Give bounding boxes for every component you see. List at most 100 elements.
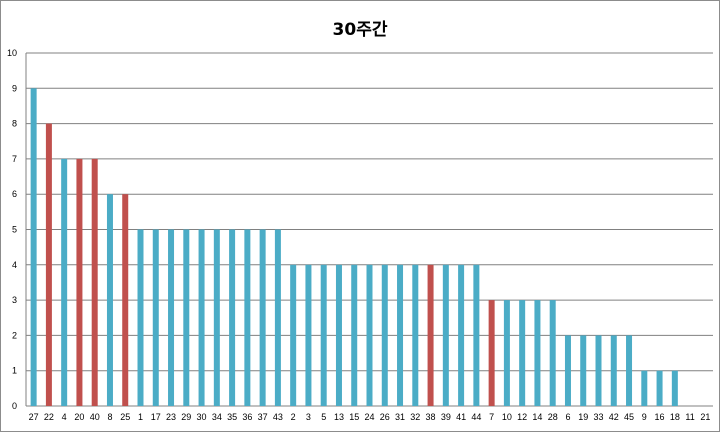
- x-tick-label: 29: [181, 412, 191, 422]
- bar-36: [244, 229, 251, 406]
- x-tick-label: 9: [642, 412, 647, 422]
- y-tick-label: 4: [12, 260, 17, 270]
- bar-7: [488, 300, 495, 406]
- bar-22: [45, 123, 52, 406]
- bar-8: [106, 194, 113, 406]
- bar-44: [473, 264, 480, 406]
- bar-5: [320, 264, 327, 406]
- x-tick-label: 13: [334, 412, 344, 422]
- bar-33: [595, 335, 602, 406]
- x-tick-label: 38: [426, 412, 436, 422]
- bar-29: [183, 229, 190, 406]
- bar-13: [335, 264, 342, 406]
- y-tick-label: 2: [12, 330, 17, 340]
- bar-16: [656, 370, 663, 406]
- x-tick-label: 2: [291, 412, 296, 422]
- bar-35: [229, 229, 236, 406]
- y-tick-label: 5: [12, 225, 17, 235]
- bar-31: [397, 264, 404, 406]
- y-tick-label: 0: [12, 401, 17, 411]
- bar-40: [91, 158, 98, 406]
- x-tick-label: 45: [624, 412, 634, 422]
- x-tick-label: 21: [700, 412, 710, 422]
- x-tick-label: 43: [273, 412, 283, 422]
- bar-6: [564, 335, 571, 406]
- bar-1: [137, 229, 144, 406]
- y-tick-label: 1: [12, 366, 17, 376]
- x-tick-label: 27: [29, 412, 39, 422]
- bar-45: [626, 335, 633, 406]
- bar-15: [351, 264, 358, 406]
- bar-42: [610, 335, 617, 406]
- x-tick-label: 26: [380, 412, 390, 422]
- bar-39: [442, 264, 449, 406]
- x-tick-label: 32: [410, 412, 420, 422]
- x-tick-label: 42: [609, 412, 619, 422]
- bar-41: [458, 264, 465, 406]
- x-tick-label: 1: [138, 412, 143, 422]
- bar-14: [534, 300, 541, 406]
- x-tick-label: 24: [364, 412, 374, 422]
- bar-19: [580, 335, 587, 406]
- bar-38: [427, 264, 434, 406]
- x-tick-label: 36: [242, 412, 252, 422]
- x-tick-label: 41: [456, 412, 466, 422]
- bar-32: [412, 264, 419, 406]
- bar-43: [274, 229, 281, 406]
- bar-23: [168, 229, 175, 406]
- x-tick-label: 11: [685, 412, 694, 422]
- bar-3: [305, 264, 312, 406]
- y-tick-label: 9: [12, 83, 17, 93]
- bar-28: [549, 300, 556, 406]
- bar-24: [366, 264, 373, 406]
- bar-30: [198, 229, 205, 406]
- x-tick-label: 3: [306, 412, 311, 422]
- x-tick-label: 12: [517, 412, 527, 422]
- x-tick-label: 39: [441, 412, 451, 422]
- x-tick-label: 25: [120, 412, 130, 422]
- x-tick-label: 23: [166, 412, 176, 422]
- bar-17: [152, 229, 159, 406]
- bar-9: [641, 370, 648, 406]
- x-tick-label: 4: [62, 412, 67, 422]
- bar-37: [259, 229, 266, 406]
- y-tick-label: 7: [12, 154, 17, 164]
- x-tick-label: 8: [107, 412, 112, 422]
- x-tick-label: 10: [502, 412, 512, 422]
- bar-20: [76, 158, 83, 406]
- x-tick-label: 14: [532, 412, 542, 422]
- x-tick-label: 6: [565, 412, 570, 422]
- x-tick-label: 15: [349, 412, 359, 422]
- x-tick-label: 31: [395, 412, 405, 422]
- bar-18: [671, 370, 678, 406]
- bar-10: [503, 300, 510, 406]
- bar-34: [213, 229, 220, 406]
- x-tick-label: 44: [471, 412, 481, 422]
- x-tick-label: 7: [489, 412, 494, 422]
- bar-26: [381, 264, 388, 406]
- x-tick-label: 16: [655, 412, 665, 422]
- y-tick-label: 10: [7, 48, 17, 58]
- chart-title: 30주간: [332, 20, 388, 40]
- x-tick-label: 30: [197, 412, 207, 422]
- x-tick-label: 40: [90, 412, 100, 422]
- x-tick-label: 17: [151, 412, 161, 422]
- bar-12: [519, 300, 526, 406]
- bar-27: [30, 88, 37, 407]
- x-tick-label: 22: [44, 412, 54, 422]
- y-tick-label: 3: [12, 295, 17, 305]
- x-tick-label: 18: [670, 412, 680, 422]
- x-tick-label: 35: [227, 412, 237, 422]
- x-tick-label: 20: [74, 412, 84, 422]
- x-tick-label: 34: [212, 412, 222, 422]
- y-tick-label: 6: [12, 189, 17, 199]
- y-tick-label: 8: [12, 119, 17, 129]
- bar-4: [61, 158, 68, 406]
- bar-25: [122, 194, 129, 406]
- x-tick-label: 33: [593, 412, 603, 422]
- bar-2: [290, 264, 297, 406]
- x-tick-label: 28: [548, 412, 558, 422]
- x-tick-label: 5: [321, 412, 326, 422]
